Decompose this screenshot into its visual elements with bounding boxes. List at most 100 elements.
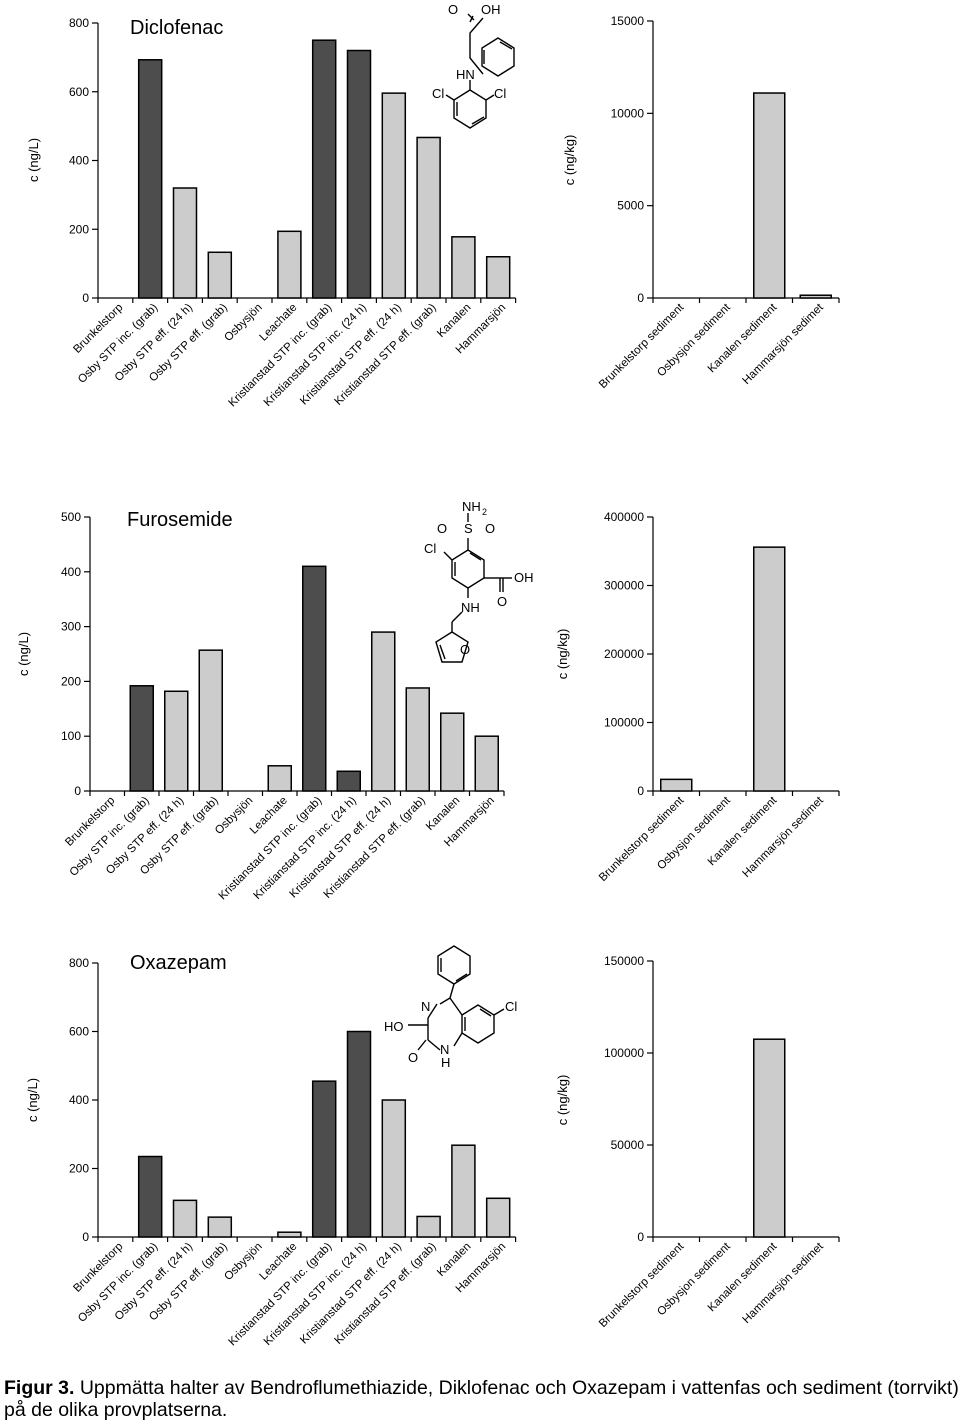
y-tick-label: 5000 (617, 199, 644, 213)
atom-label: NH (461, 600, 480, 615)
atom-label: O (408, 1050, 418, 1065)
x-tick-label: Brunkelstorp sediment (597, 794, 687, 884)
atom-label: HN (456, 67, 475, 82)
bar (405, 687, 430, 792)
diclofenac-labels: O OH HN Cl Cl (432, 2, 506, 101)
atom-label: Cl (432, 86, 444, 101)
y-tick-label: 600 (69, 1025, 89, 1039)
oxazepam-labels: HO N Cl O N H (384, 999, 517, 1070)
figure-caption: Figur 3. Uppmätta halter av Bendroflumet… (4, 1377, 959, 1421)
y-tick-label: 0 (74, 784, 81, 798)
chart-furosemide-sediment: c (ng/kg) 0 100000 200000 300000 400000 Brunk… (555, 510, 840, 884)
atom-label: O (460, 642, 470, 657)
figure: c (ng/L) Diclofenac 0 200 400 600 800 Brunkel… (16, 2, 840, 1348)
y-axis-label: c (ng/kg) (555, 1075, 570, 1126)
diclofenac-structure (445, 13, 515, 129)
bar (346, 1030, 372, 1238)
atom-label: N (440, 1042, 449, 1057)
bar (129, 685, 154, 792)
bar (137, 59, 163, 299)
x-tick-label: Hammarsjön sedimet (741, 1240, 827, 1326)
caption-label: Figur 3. (4, 1377, 75, 1399)
bar (416, 136, 441, 299)
atom-label: OH (514, 570, 534, 585)
bar (451, 236, 476, 299)
bar (474, 735, 499, 792)
furosemide-structure (435, 513, 512, 663)
y-tick-label: 100000 (604, 1046, 644, 1060)
y-tick-label: 200 (69, 222, 89, 236)
bar (267, 765, 292, 792)
y-axis-label: c (ng/L) (26, 138, 41, 182)
bar (799, 294, 832, 299)
atom-label: N (421, 999, 430, 1014)
y-tick-label: 400 (69, 1093, 89, 1107)
y-tick-label: 15000 (611, 14, 645, 28)
bar (753, 1038, 786, 1238)
chart-diclofenac-sediment: c (ng/kg) 0 5000 10000 15000 Brunkelstorp se… (562, 14, 840, 391)
bar (207, 1216, 233, 1238)
chart-title: Diclofenac (130, 17, 223, 39)
x-tick-label: Brunkelstorp sediment (597, 301, 687, 391)
y-tick-label: 400 (61, 565, 81, 579)
y-tick-label: 300000 (604, 579, 644, 593)
chart-oxazepam-water: c (ng/L) Oxazepam 0200400600800Brunkelst… (25, 952, 517, 1348)
chart-title: Oxazepam (130, 952, 227, 974)
bar (485, 256, 511, 299)
y-tick-label: 200000 (604, 647, 644, 661)
bar (311, 39, 337, 299)
y-tick-label: 800 (69, 16, 89, 30)
y-tick-label: 200 (69, 1162, 89, 1176)
y-tick-label: 400000 (604, 510, 644, 524)
y-tick-label: 400 (69, 154, 89, 168)
bar (381, 92, 407, 299)
bar (485, 1197, 511, 1238)
oxazepam-structure (408, 945, 505, 1051)
chart-oxazepam-sediment: c (ng/kg) 0 50000 100000 150000 Brunkelstorp… (555, 954, 840, 1330)
x-tick-label: Osbysjön (213, 795, 255, 837)
bar (440, 712, 465, 792)
y-tick-label: 500 (61, 510, 81, 524)
y-tick-label: 100 (61, 729, 81, 743)
x-tick-label: Brunkelstorp sediment (597, 1240, 687, 1330)
bar (302, 565, 327, 792)
bar (753, 92, 786, 299)
chart-diclofenac-water: c (ng/L) Diclofenac 0200400600800Brunkel… (26, 16, 517, 409)
bar (172, 187, 198, 299)
atom-label: Cl (505, 999, 517, 1014)
y-axis-label: c (ng/kg) (555, 629, 570, 680)
y-tick-label: 0 (637, 784, 644, 798)
bar (381, 1099, 407, 1238)
atom-label: NH (462, 499, 481, 514)
y-axis-label: c (ng/kg) (562, 135, 577, 186)
y-axis-label: c (ng/L) (25, 1078, 40, 1122)
caption-text: Uppmätta halter av Bendroflumethiazide, … (4, 1377, 959, 1421)
y-tick-label: 800 (69, 956, 89, 970)
bar (172, 1199, 198, 1238)
bar (660, 778, 693, 792)
atom-label: Cl (424, 541, 436, 556)
atom-label: O (448, 2, 458, 17)
bar (346, 49, 372, 299)
y-tick-label: 100000 (604, 716, 644, 730)
y-tick-label: 10000 (611, 106, 645, 120)
y-tick-label: 50000 (611, 1138, 645, 1152)
bar (753, 546, 786, 792)
x-tick-label: Hammarsjön sedimet (741, 794, 827, 880)
atom-label: O (485, 521, 495, 536)
y-tick-label: 0 (82, 1230, 89, 1244)
plot-area: 0 100000 200000 300000 400000 Brunkelstorp se… (597, 510, 840, 884)
y-tick-label: 200 (61, 674, 81, 688)
bar (164, 690, 189, 792)
bar (277, 230, 302, 299)
y-tick-label: 0 (82, 291, 89, 305)
x-tick-label: Hammarsjön sedimet (741, 301, 827, 387)
y-tick-label: 600 (69, 85, 89, 99)
chart-furosemide-water: c (ng/L) Furosemide 0100200300400500Brun… (16, 509, 505, 902)
bar (371, 631, 396, 792)
